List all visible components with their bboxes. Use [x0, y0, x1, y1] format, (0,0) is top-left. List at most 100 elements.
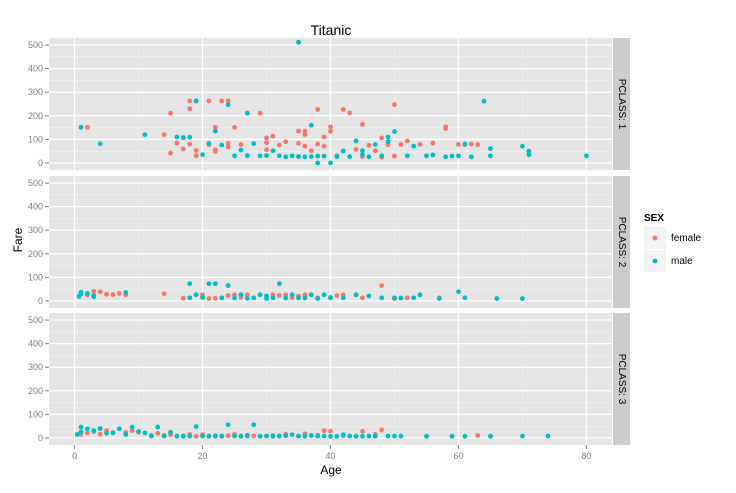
data-point-male — [238, 292, 244, 298]
data-point-male — [264, 293, 269, 299]
data-point-female — [264, 135, 269, 141]
y-tick-label: 300 — [28, 362, 43, 372]
data-point-male — [174, 433, 180, 439]
data-point-female — [244, 292, 250, 298]
data-point-male — [244, 110, 250, 116]
data-point-male — [206, 433, 212, 439]
data-point-female — [84, 124, 90, 130]
data-point-male — [270, 433, 276, 439]
data-point-female — [225, 144, 231, 150]
data-point-male — [424, 433, 429, 439]
data-point-male — [200, 152, 205, 158]
y-tick-label: 200 — [28, 249, 43, 259]
data-point-male — [225, 102, 231, 108]
legend-entry-female: female — [644, 227, 701, 249]
data-point-female — [430, 140, 436, 146]
data-point-male — [148, 433, 154, 439]
chart-title: Titanic — [311, 22, 352, 38]
data-point-female — [104, 291, 109, 297]
data-point-male — [340, 295, 346, 301]
data-point-female — [219, 98, 225, 104]
x-tick-label: 80 — [581, 451, 591, 461]
legend: SEX female male — [644, 213, 701, 272]
data-point-female — [398, 142, 404, 147]
data-point-male — [340, 432, 346, 438]
data-point-male — [321, 433, 327, 439]
data-point-female — [334, 293, 340, 298]
data-point-male — [296, 154, 301, 159]
y-tick-label: 400 — [28, 64, 43, 74]
data-point-male — [302, 154, 308, 160]
data-point-female — [360, 121, 365, 127]
data-point-male — [308, 433, 314, 438]
facet-panel: 0 100 200 300 400 500 PCLASS: 3 — [28, 313, 630, 445]
data-point-male — [315, 153, 321, 159]
data-point-male — [110, 430, 116, 436]
data-point-male — [232, 153, 237, 159]
data-point-female — [360, 295, 365, 301]
data-point-female — [187, 141, 193, 147]
data-point-male — [193, 424, 199, 430]
data-point-male — [212, 281, 218, 287]
data-point-male — [328, 433, 333, 439]
data-point-male — [308, 122, 314, 128]
data-point-female — [212, 124, 218, 130]
data-point-female — [372, 148, 378, 154]
data-point-male — [283, 154, 289, 160]
data-point-male — [526, 148, 532, 154]
data-point-female — [360, 428, 365, 434]
facet-strip — [613, 313, 630, 445]
data-point-male — [296, 39, 301, 45]
data-point-male — [468, 154, 474, 160]
data-point-female — [328, 128, 333, 134]
data-point-male — [155, 424, 161, 430]
data-point-male — [97, 141, 103, 147]
data-point-male — [74, 431, 80, 437]
y-tick-label: 0 — [38, 158, 43, 168]
data-point-male — [411, 295, 417, 301]
data-point-male — [360, 152, 365, 158]
data-point-male — [244, 153, 250, 159]
data-point-male — [296, 433, 301, 439]
y-tick-label: 200 — [28, 111, 43, 121]
y-tick-label: 100 — [28, 409, 43, 419]
data-point-male — [449, 153, 455, 159]
data-point-female — [91, 288, 97, 294]
facet-strip-label: PCLASS: 1 — [616, 79, 627, 130]
data-point-female — [270, 133, 276, 139]
y-tick-label: 500 — [28, 315, 43, 325]
data-point-female — [379, 135, 385, 141]
data-point-female — [225, 293, 231, 298]
data-point-male — [462, 433, 468, 439]
data-point-female — [302, 128, 308, 134]
data-point-male — [251, 422, 257, 428]
legend-key-point — [652, 258, 658, 264]
data-point-female — [296, 128, 301, 134]
data-point-female — [212, 148, 218, 154]
data-point-female — [392, 102, 397, 108]
data-point-female — [276, 293, 282, 298]
legend-entries: female male — [644, 227, 701, 272]
facet-strip-label: PCLASS: 2 — [616, 217, 627, 268]
data-point-female — [283, 139, 289, 145]
data-point-female — [257, 110, 263, 116]
data-point-male — [206, 140, 212, 146]
data-point-male — [193, 292, 199, 298]
data-point-male — [328, 160, 333, 166]
data-point-male — [180, 135, 186, 141]
data-point-male — [219, 433, 225, 439]
data-point-male — [443, 154, 449, 160]
data-point-male — [385, 139, 391, 145]
data-point-male — [212, 433, 218, 439]
data-point-male — [251, 295, 257, 301]
x-axis: 0 20 40 60 80 — [72, 445, 591, 461]
y-tick-label: 400 — [28, 339, 43, 349]
data-point-female — [468, 141, 474, 147]
data-point-female — [97, 431, 103, 437]
data-point-female — [264, 140, 269, 146]
data-point-male — [270, 295, 276, 301]
data-point-female — [283, 292, 289, 298]
data-point-male — [161, 433, 167, 439]
